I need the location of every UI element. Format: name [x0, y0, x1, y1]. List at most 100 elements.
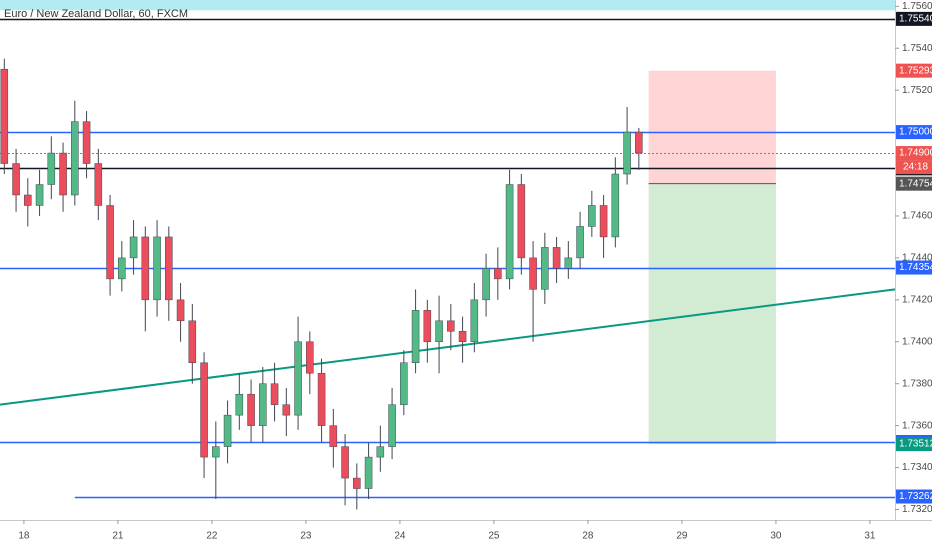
- candle-body: [564, 257, 573, 269]
- candle-body: [259, 383, 267, 426]
- candle-body: [82, 121, 91, 164]
- level-label: 1.74354: [899, 262, 932, 273]
- candle-body: [329, 425, 338, 447]
- stop-label-bg: [896, 437, 932, 452]
- level-label: 1.75000: [899, 127, 932, 138]
- candle-body: [611, 173, 620, 238]
- candle-body: [552, 247, 561, 269]
- candle-body: [94, 163, 103, 206]
- candle-body: [435, 320, 443, 343]
- top-band: [0, 0, 895, 11]
- x-tick-label: 29: [676, 531, 688, 542]
- y-tick-label: 1.74000: [902, 336, 932, 347]
- countdown-bg: [896, 160, 932, 175]
- x-tick-label: 28: [582, 531, 594, 542]
- candle-body: [212, 446, 220, 458]
- candle-body: [129, 236, 138, 259]
- candle-body: [400, 362, 408, 405]
- y-tick-label: 1.73200: [902, 504, 932, 515]
- candle-body: [623, 131, 631, 175]
- y-tick-label: 1.74200: [902, 294, 932, 305]
- level-label: 1.73262: [899, 491, 932, 502]
- candle-body: [341, 446, 349, 479]
- candle-body: [494, 268, 502, 280]
- candle-body: [376, 446, 385, 458]
- candle-body: [294, 341, 302, 416]
- candle-body: [71, 121, 79, 196]
- candle-body: [447, 320, 455, 332]
- candle-body: [141, 236, 150, 301]
- candle-body: [188, 320, 197, 363]
- x-tick-label: 30: [770, 531, 782, 542]
- level-label: 1.75540: [899, 14, 932, 25]
- candle-body: [505, 184, 514, 280]
- countdown: 24:18: [903, 162, 928, 173]
- candle-body: [24, 194, 32, 206]
- candle-body: [306, 341, 314, 374]
- trendline: [0, 288, 896, 406]
- candle-body: [106, 205, 114, 280]
- candle-body: [317, 372, 326, 426]
- candle-body: [247, 393, 255, 426]
- entry-label-bg: [896, 176, 932, 191]
- level-label-bg: [896, 489, 932, 504]
- entry-label: 1.74754: [899, 178, 932, 189]
- level-label-bg: [896, 125, 932, 140]
- candle-body: [576, 226, 584, 259]
- x-tick-label: 31: [864, 531, 876, 542]
- stop-label: 1.73512: [899, 439, 932, 450]
- candle-body: [35, 184, 44, 206]
- x-tick-label: 22: [206, 531, 218, 542]
- candle-body: [47, 152, 56, 185]
- candle-body: [353, 477, 361, 489]
- y-tick-label: 1.73600: [902, 420, 932, 431]
- candle-body: [364, 456, 373, 489]
- x-tick-label: 21: [112, 531, 124, 542]
- x-tick-label: 18: [18, 531, 30, 542]
- y-tick-label: 1.73400: [902, 462, 932, 473]
- y-tick-label: 1.75600: [902, 1, 932, 12]
- chart-title: Euro / New Zealand Dollar, 60, FXCM: [4, 8, 188, 20]
- target-label-bg: [896, 63, 932, 78]
- y-tick-label: 1.74600: [902, 211, 932, 222]
- candle-body: [153, 236, 161, 301]
- candle-body: [588, 205, 596, 227]
- candle-body: [635, 131, 643, 154]
- level-label-bg: [896, 146, 932, 161]
- level-label-bg: [896, 11, 932, 26]
- candle-body: [482, 268, 490, 301]
- candle-body: [270, 383, 279, 405]
- candle-body: [470, 299, 479, 343]
- candle-body: [599, 205, 608, 238]
- candle-body: [235, 393, 244, 416]
- candle-body: [388, 404, 396, 447]
- candle-body: [118, 257, 126, 280]
- candle-body: [411, 310, 420, 363]
- x-tick-label: 25: [488, 531, 500, 542]
- y-tick-label: 1.75200: [902, 85, 932, 96]
- candle-body: [0, 68, 9, 164]
- candle-body: [176, 299, 185, 322]
- candle-body: [12, 163, 20, 196]
- target-label: 1.75293: [899, 65, 932, 76]
- candle-body: [165, 236, 173, 301]
- level-label-bg: [896, 260, 932, 275]
- y-tick-label: 1.74400: [902, 253, 932, 264]
- candle-body: [59, 152, 67, 196]
- candle-body: [282, 404, 291, 416]
- candle-body: [517, 184, 526, 259]
- level-label: 1.74900: [899, 148, 932, 159]
- x-tick-label: 23: [300, 531, 312, 542]
- x-tick-label: 24: [394, 531, 406, 542]
- candle-body: [458, 331, 467, 343]
- candle-body: [200, 362, 208, 458]
- candle-body: [223, 414, 232, 447]
- candle-body: [423, 310, 432, 343]
- candle-body: [541, 247, 549, 290]
- candle-body: [529, 257, 537, 290]
- y-tick-label: 1.75400: [902, 43, 932, 54]
- target-zone: [648, 70, 776, 184]
- y-tick-label: 1.73800: [902, 378, 932, 389]
